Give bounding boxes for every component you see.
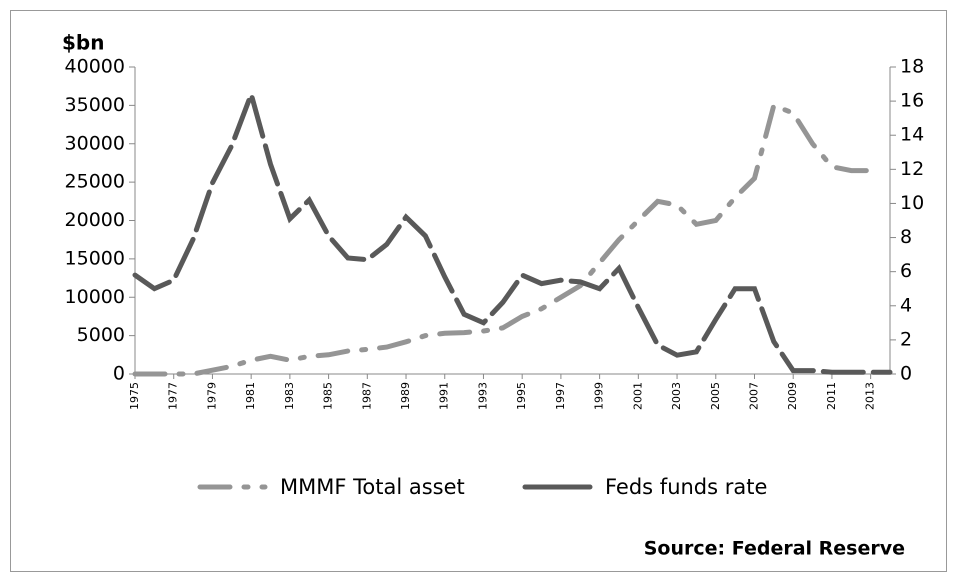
y2-tick-label: 14 bbox=[900, 124, 924, 146]
x-tick-label: 2011 bbox=[825, 382, 838, 410]
x-tick-label: 2009 bbox=[786, 382, 799, 410]
source-note: Source: Federal Reserve bbox=[644, 538, 905, 560]
y2-tick-label: 4 bbox=[900, 294, 912, 316]
x-tick-label: 1983 bbox=[283, 382, 296, 410]
y-tick-label: 25000 bbox=[65, 171, 125, 193]
x-tick-label: 2005 bbox=[709, 382, 722, 410]
y-tick-label: 10000 bbox=[65, 286, 125, 308]
y-tick-label: 0 bbox=[113, 363, 125, 385]
legend-label: MMMF Total asset bbox=[280, 475, 465, 499]
legend-label: Feds funds rate bbox=[605, 475, 767, 499]
y2-tick-label: 16 bbox=[900, 90, 924, 112]
y-tick-label: 35000 bbox=[65, 94, 125, 116]
x-tick-label: 1997 bbox=[554, 382, 567, 410]
x-tick-label: 1987 bbox=[360, 382, 373, 410]
y2-tick-label: 12 bbox=[900, 158, 924, 180]
y-tick-label: 20000 bbox=[65, 209, 125, 231]
y2-tick-label: 8 bbox=[900, 226, 912, 248]
y-tick-label: 30000 bbox=[65, 132, 125, 154]
y2-tick-label: 2 bbox=[900, 328, 912, 350]
x-tick-label: 1979 bbox=[205, 382, 218, 410]
data-line bbox=[132, 86, 893, 375]
x-tick-label: 1991 bbox=[438, 382, 451, 410]
x-tick-label: 1993 bbox=[476, 382, 489, 410]
x-tick-label: 1977 bbox=[167, 382, 180, 410]
x-tick-label: 2001 bbox=[631, 382, 644, 410]
data-line bbox=[132, 102, 874, 377]
y-tick-label: 40000 bbox=[65, 56, 125, 78]
x-tick-label: 1995 bbox=[515, 382, 528, 410]
y-tick-label: 5000 bbox=[77, 324, 125, 346]
y2-tick-label: 6 bbox=[900, 260, 912, 282]
x-tick-label: 1989 bbox=[399, 382, 412, 410]
x-tick-label: 1985 bbox=[322, 382, 335, 410]
x-tick-label: 2003 bbox=[670, 382, 683, 410]
y-tick-label: 15000 bbox=[65, 247, 125, 269]
y2-tick-label: 10 bbox=[900, 192, 924, 214]
x-tick-label: 1999 bbox=[593, 382, 606, 410]
y2-tick-label: 0 bbox=[900, 363, 912, 385]
y-axis-label: $bn bbox=[62, 31, 104, 55]
x-tick-label: 1975 bbox=[128, 382, 141, 410]
x-tick-label: 1981 bbox=[244, 382, 257, 410]
x-tick-label: 2013 bbox=[864, 382, 877, 410]
chart-border bbox=[10, 10, 947, 572]
y2-tick-label: 18 bbox=[900, 56, 924, 78]
x-tick-label: 2007 bbox=[747, 382, 760, 410]
